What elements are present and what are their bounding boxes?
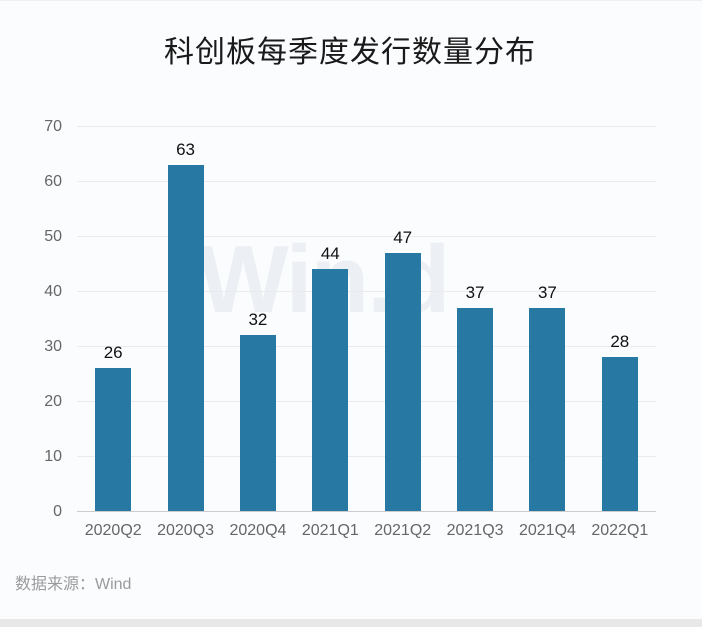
y-tick-label-70: 70 — [44, 118, 62, 135]
x-tick-label-2021Q3: 2021Q3 — [446, 522, 504, 539]
bottom-strip — [0, 619, 702, 627]
gridline-y-60 — [77, 181, 656, 182]
x-tick-label-2022Q1: 2022Q1 — [591, 522, 649, 539]
y-tick-label-0: 0 — [53, 503, 62, 520]
x-tick-label-2021Q4: 2021Q4 — [518, 522, 576, 539]
y-tick-label-20: 20 — [44, 393, 62, 410]
gridline-y-20 — [77, 401, 656, 402]
bar-2021Q1 — [312, 269, 349, 511]
x-tick-label-2020Q2: 2020Q2 — [84, 522, 142, 539]
bar-value-label-2021Q4: 37 — [537, 282, 557, 302]
bar-value-label-2020Q2: 26 — [103, 343, 123, 362]
bar-2021Q2 — [384, 252, 421, 511]
bar-2021Q4 — [529, 307, 566, 511]
bar-value-label-2020Q3: 63 — [176, 139, 196, 159]
gridline-y-50 — [77, 236, 656, 237]
plot-area: 26 63 32 44 47 37 37 28 — [77, 126, 656, 512]
y-tick-label-10: 10 — [44, 448, 62, 465]
chart-title: 科创板每季度发行数量分布 — [164, 36, 536, 69]
y-tick-label-40: 40 — [44, 283, 62, 300]
gridline-y-40 — [77, 291, 656, 292]
y-tick-label-30: 30 — [44, 338, 62, 355]
y-tick-label-60: 60 — [44, 173, 62, 190]
bar-2021Q3 — [457, 307, 494, 511]
bar-value-label-2021Q1: 44 — [320, 244, 340, 263]
x-axis-line — [77, 511, 656, 512]
x-tick-label-2020Q4: 2020Q4 — [229, 522, 287, 539]
x-tick-label-2021Q1: 2021Q1 — [301, 522, 359, 539]
gridline-y-10 — [77, 456, 656, 457]
bar-2020Q4 — [239, 335, 276, 511]
bar-2020Q2 — [95, 368, 132, 511]
bar-value-label-2022Q1: 28 — [610, 332, 630, 351]
data-source-note: 数据来源：Wind — [15, 576, 132, 593]
x-tick-label-2021Q2: 2021Q2 — [374, 522, 432, 539]
bar-value-label-2021Q3: 37 — [465, 282, 485, 302]
bar-2022Q1 — [601, 357, 638, 511]
y-tick-label-50: 50 — [44, 228, 62, 245]
gridline-y-30 — [77, 346, 656, 347]
x-tick-label-2020Q3: 2020Q3 — [157, 522, 215, 539]
bar-value-label-2021Q2: 47 — [393, 227, 413, 247]
bar-2020Q3 — [167, 164, 204, 511]
gridline-y-70 — [77, 126, 656, 127]
bar-value-label-2020Q4: 32 — [248, 310, 268, 329]
